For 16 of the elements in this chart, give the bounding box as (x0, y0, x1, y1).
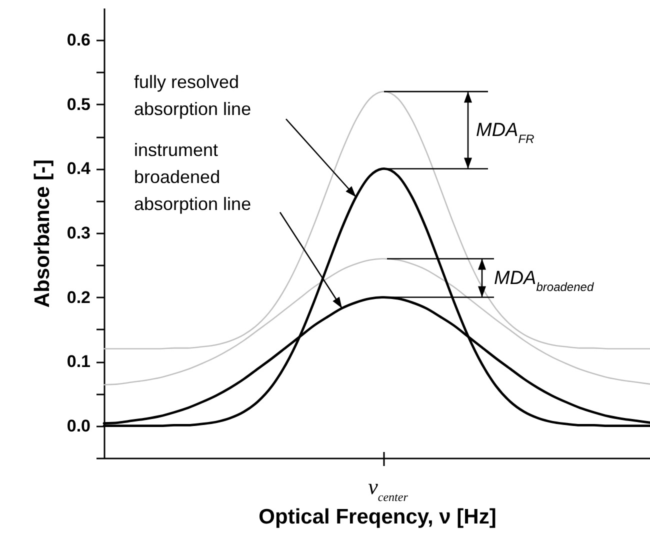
annotation: MDA$_{broadened}$ (494, 268, 594, 294)
text: ν$_{center}$ (368, 474, 408, 504)
y-tick-label: 0.5 (66, 94, 90, 114)
y-tick-label: 0.4 (66, 159, 92, 178)
annotation: MDA$_{FR}$ (476, 120, 535, 146)
y-tick-label: 0.0 (66, 416, 90, 436)
x-axis-title: Optical Freqency, ν [Hz] (258, 506, 496, 528)
y-tick-label: 0.3 (66, 224, 90, 242)
y-tick-label: 0.6 (66, 30, 90, 50)
line-series (103, 258, 650, 386)
y-tick-label: 0.1 (66, 352, 90, 372)
annotation: fully resolved absorption line (134, 72, 252, 119)
annotation: instrument broadened absorption line (134, 140, 252, 214)
line-series (103, 90, 650, 350)
y-axis-title: Absorbance [-] (30, 159, 54, 308)
y-tick-label: 0.2 (66, 288, 90, 307)
